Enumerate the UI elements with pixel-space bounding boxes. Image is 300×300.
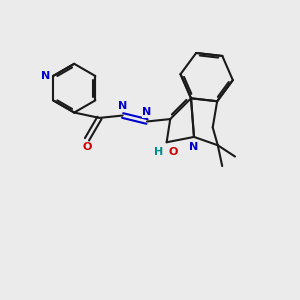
Text: N: N: [142, 107, 152, 117]
Text: H: H: [154, 147, 163, 157]
Text: N: N: [189, 142, 199, 152]
Text: O: O: [168, 147, 178, 157]
Text: O: O: [82, 142, 92, 152]
Text: N: N: [41, 71, 50, 81]
Text: N: N: [118, 101, 127, 111]
